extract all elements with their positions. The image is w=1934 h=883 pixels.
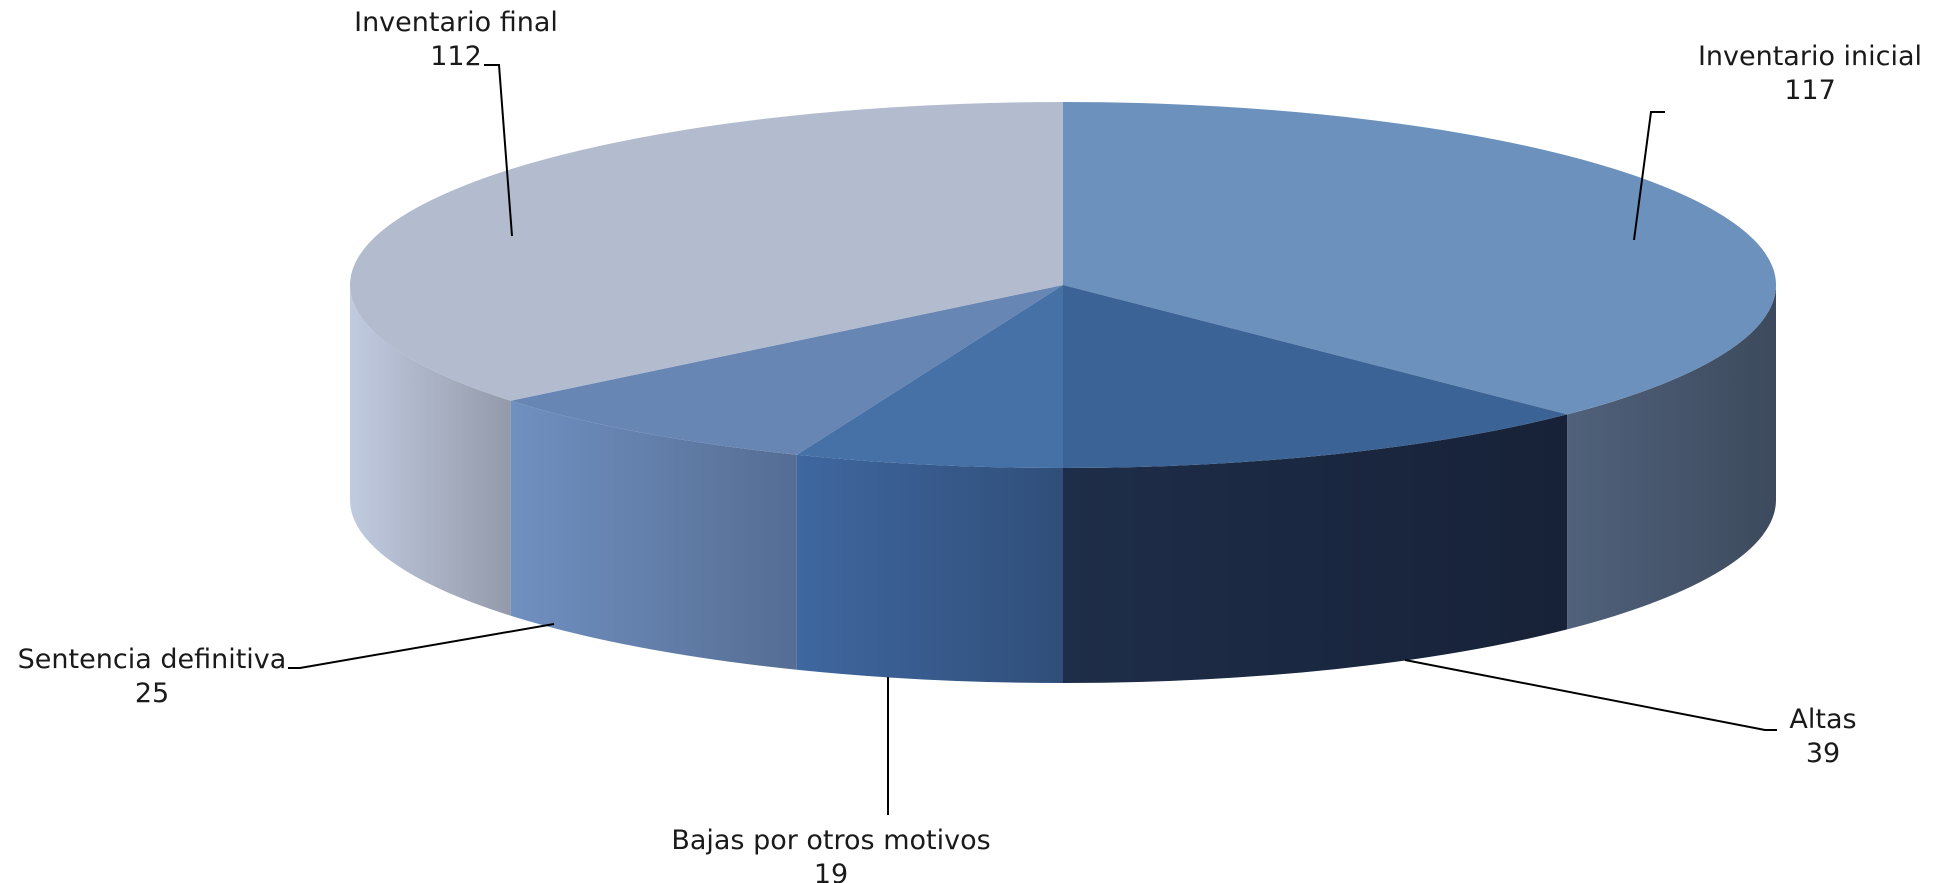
pie-slice-side-2 bbox=[796, 454, 1063, 683]
leader-line-1 bbox=[1404, 659, 1777, 731]
pie-top-faces bbox=[349, 102, 1777, 468]
data-label-value: 112 bbox=[430, 41, 482, 72]
data-label-value: 25 bbox=[135, 678, 169, 709]
data-label-value: 117 bbox=[1784, 75, 1836, 106]
pie-slice-3 bbox=[510, 285, 1064, 455]
pie-slice-0 bbox=[1063, 102, 1777, 415]
pie-slice-side-1 bbox=[1063, 414, 1568, 683]
pie-slice-side-0 bbox=[1567, 285, 1776, 630]
pie-slice-2 bbox=[796, 285, 1063, 468]
leader-line-4 bbox=[484, 64, 513, 237]
data-label-value: 39 bbox=[1806, 738, 1840, 769]
pie-slice-side-3 bbox=[510, 400, 797, 670]
leader-line-3 bbox=[288, 623, 555, 669]
data-label-category: Inventario final bbox=[354, 7, 558, 38]
data-label-category: Sentencia definitiva bbox=[18, 644, 287, 675]
pie-slice-side-4 bbox=[350, 285, 511, 616]
leader-line-0 bbox=[1633, 111, 1665, 241]
data-label-category: Inventario inicial bbox=[1698, 41, 1922, 72]
data-label-category: Altas bbox=[1789, 704, 1856, 735]
leader-lines bbox=[288, 64, 1777, 815]
pie-side-faces bbox=[350, 285, 1776, 683]
data-label-category: Bajas por otros motivos bbox=[671, 825, 990, 856]
data-label-value: 19 bbox=[814, 859, 848, 883]
pie-slice-4 bbox=[349, 102, 1064, 401]
pie-slice-1 bbox=[1063, 285, 1568, 468]
